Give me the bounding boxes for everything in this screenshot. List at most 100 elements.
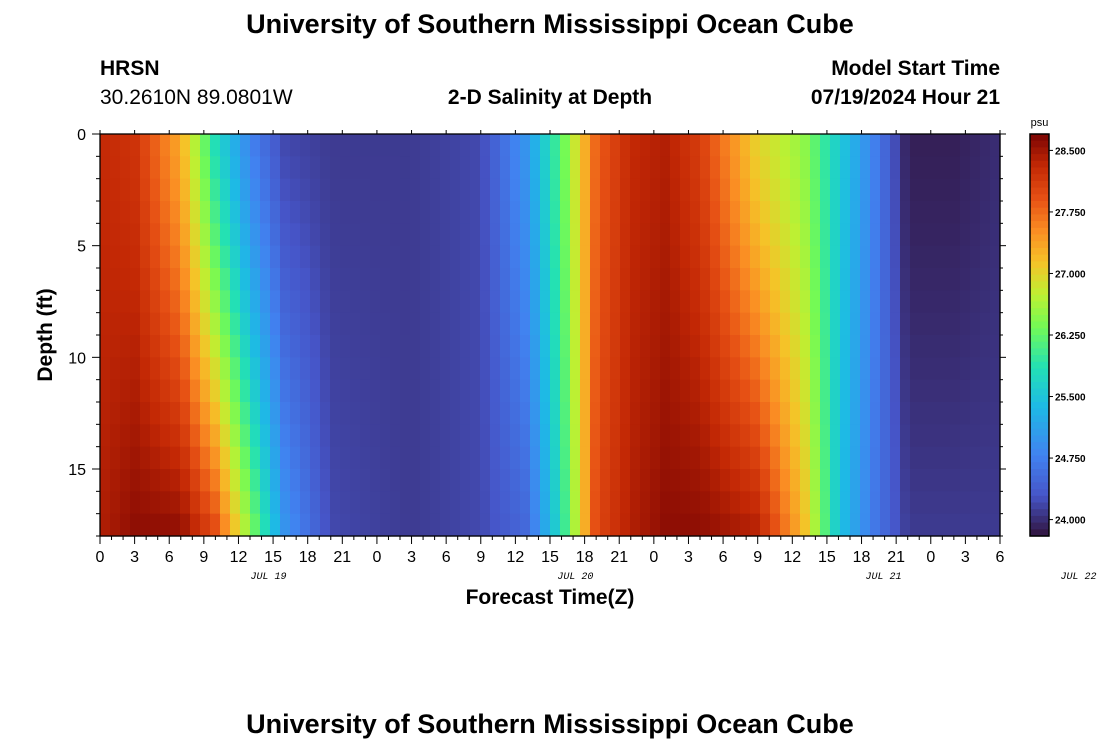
x-tick-label: 6 [165,549,174,566]
heatmap-cell [970,513,981,537]
heatmap-cell [120,134,131,157]
colorbar-segment [1030,247,1049,256]
heatmap-cell [360,491,371,515]
heatmap-cell [330,312,341,336]
heatmap-cell [840,357,851,381]
heatmap-cell [240,513,251,537]
heatmap-cell [950,134,961,157]
heatmap-cell [990,446,1001,470]
heatmap-cell [410,446,421,470]
heatmap-cell [130,446,141,470]
heatmap-cell [610,491,621,515]
heatmap-cell [290,245,301,269]
heatmap-cell [340,402,351,425]
heatmap-cell [330,134,341,157]
heatmap-cell [380,290,391,314]
heatmap-cell [220,223,231,247]
heatmap-cell [690,201,701,224]
heatmap-cell [240,178,251,202]
heatmap-cell [710,491,721,515]
heatmap-cell [760,156,771,180]
heatmap-cell [640,424,651,448]
heatmap-cell [630,156,641,180]
heatmap-cell [930,290,941,314]
colorbar-segment [1030,415,1049,423]
heatmap-cell [220,469,231,492]
heatmap-cell [490,402,501,425]
heatmap-cell [100,201,111,224]
heatmap-cell [800,335,811,358]
heatmap-cell [310,290,321,314]
heatmap-cell [920,245,931,269]
heatmap-cell [220,424,231,448]
heatmap-cell [600,469,611,492]
heatmap-cell [110,245,121,269]
heatmap-cell [620,223,631,247]
heatmap-cell [400,134,411,157]
heatmap-cell [500,379,511,403]
heatmap-cell [600,178,611,202]
heatmap-cell [340,178,351,202]
heatmap-cell [380,268,391,291]
heatmap-cell [870,245,881,269]
heatmap-cell [530,357,541,381]
heatmap-cell [640,290,651,314]
heatmap-cell [840,178,851,202]
heatmap-cell [330,402,341,425]
heatmap-cell [400,379,411,403]
heatmap-cell [620,335,631,358]
heatmap-cell [930,379,941,403]
heatmap-cell [290,469,301,492]
heatmap-cell [190,223,201,247]
heatmap-cell [870,201,881,224]
heatmap-cell [880,290,891,314]
heatmap-cell [600,245,611,269]
heatmap-cell [180,357,191,381]
heatmap-cell [980,223,991,247]
heatmap-cell [960,245,971,269]
heatmap-cell [750,290,761,314]
heatmap-cell [470,134,481,157]
heatmap-cell [110,178,121,202]
heatmap-cell [800,312,811,336]
heatmap-cell [160,290,171,314]
heatmap-cell [720,491,731,515]
heatmap-cell [280,201,291,224]
heatmap-cell [780,312,791,336]
heatmap-cell [140,134,151,157]
heatmap-cell [940,357,951,381]
heatmap-cell [930,513,941,537]
heatmap-cell [360,513,371,537]
heatmap-cell [510,223,521,247]
heatmap-cell [770,424,781,448]
heatmap-cell [640,491,651,515]
heatmap-cell [560,402,571,425]
heatmap-cell [320,379,331,403]
heatmap-cell [650,335,661,358]
heatmap-cell [340,335,351,358]
heatmap-cell [790,156,801,180]
heatmap-cell [990,379,1001,403]
heatmap-cell [930,357,941,381]
heatmap-cell [560,446,571,470]
heatmap-cell [100,424,111,448]
heatmap-cell [890,178,901,202]
heatmap-cell [280,491,291,515]
heatmap-cell [800,156,811,180]
x-tick-label: 12 [783,549,801,566]
heatmap-cell [490,290,501,314]
heatmap-cell [620,446,631,470]
heatmap-cell [760,469,771,492]
heatmap-cell [700,491,711,515]
heatmap-cell [760,379,771,403]
x-date-label: JUL 22 [1060,572,1096,583]
heatmap-cell [810,379,821,403]
heatmap-cell [930,446,941,470]
heatmap-cell [940,379,951,403]
heatmap-cell [400,268,411,291]
colorbar-segment [1030,375,1049,383]
heatmap-cell [560,357,571,381]
heatmap-cell [930,223,941,247]
heatmap-cell [110,402,121,425]
heatmap-cell [250,245,261,269]
